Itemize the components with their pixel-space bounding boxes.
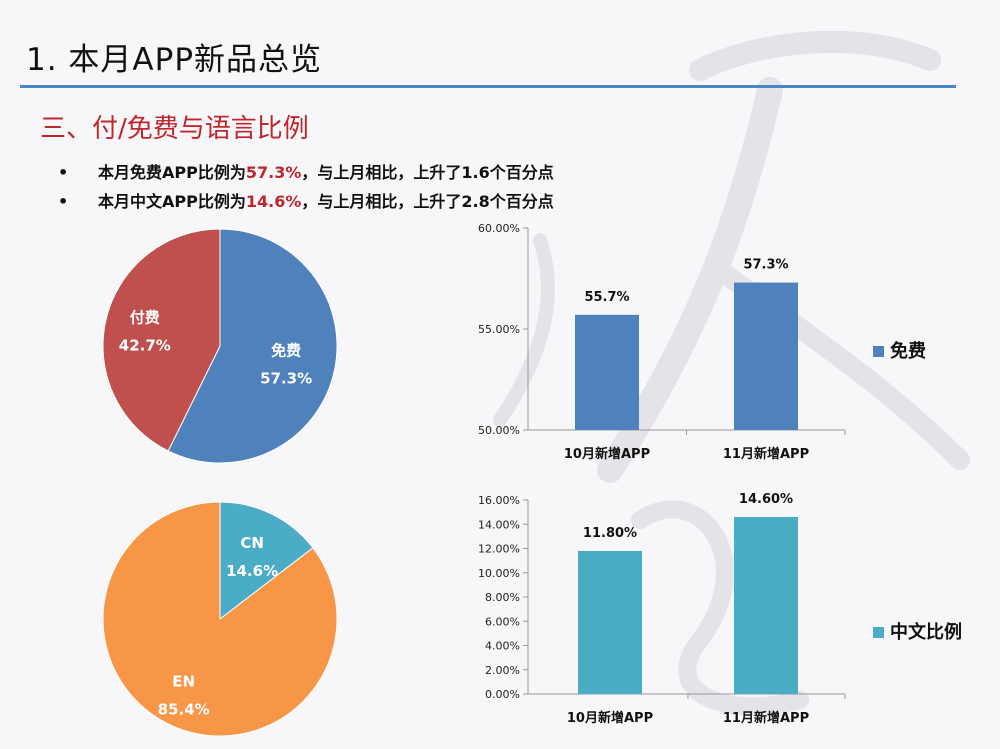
pie-slice-label: 免费 [271,341,301,359]
bar [575,314,639,430]
bullet-highlight: 14.6% [245,192,302,211]
bar-data-label: 11.80% [583,526,637,541]
bar-data-label: 57.3% [743,258,788,273]
y-tick-label: 4.00% [485,640,520,653]
bullet-text: ，与上月相比，上升了2.8个百分点 [301,192,554,211]
y-tick-label: 12.00% [478,543,520,556]
legend-label: 中文比例 [890,621,962,643]
pie-slice-label: 付费 [130,308,160,326]
y-tick-label: 16.00% [478,494,520,507]
pie-slice-1 [102,501,338,737]
bullet-list: • 本月免费APP比例为57.3%，与上月相比，上升了1.6个百分点 • 本月中文A… [58,158,554,216]
language-ratio-bar-chart: 0.00% 2.00% 4.00% 6.00% 8.00% 10.00% 12.00% 14.… [478,492,962,726]
x-tick-label: 11月新增APP [723,710,809,726]
legend-swatch [873,627,884,638]
bullet-cn-ratio: • 本月中文APP比例为14.6%，与上月相比，上升了2.8个百分点 [58,187,554,216]
y-tick-label: 0.00% [485,688,520,701]
free-ratio-bar-chart: 50.00% 55.00% 60.00% 55.7% 10月新增APP 57.3% 11月新… [478,222,926,462]
language-pie-chart: CN 14.6% EN 85.4% [102,501,338,737]
x-tick-label: 10月新增APP [567,710,653,726]
bar [578,550,642,694]
pie-slice-label: CN [240,534,264,552]
bullet-highlight: 57.3% [245,163,302,182]
y-tick-label: 8.00% [485,591,520,604]
pie-slice-value: 42.7% [119,336,171,354]
bullet-marker: • [58,192,69,211]
pie-slice-value: 14.6% [226,562,278,580]
y-tick-label: 14.00% [478,518,520,531]
x-tick-label: 10月新增APP [564,446,650,462]
title-rule [20,85,956,88]
legend-label: 免费 [890,340,926,362]
y-tick-label: 6.00% [485,615,520,628]
bullet-free-ratio: • 本月免费APP比例为57.3%，与上月相比，上升了1.6个百分点 [58,158,554,187]
y-tick-label: 10.00% [478,567,520,580]
y-tick-label: 50.00% [478,424,520,437]
bullet-text: ，与上月相比，上升了1.6个百分点 [301,163,554,182]
bar [734,516,798,694]
pie-slice-label: EN [172,672,195,690]
bar [734,282,798,430]
pie-slice-value: 85.4% [158,700,210,718]
bullet-text: 本月中文APP比例为 [98,192,246,211]
bar-data-label: 14.60% [739,492,793,507]
y-tick-label: 60.00% [478,222,520,235]
x-tick-label: 11月新增APP [723,446,809,462]
bar-data-label: 55.7% [584,290,629,305]
pie-slice-1 [102,228,221,452]
pie-slice-0 [219,501,314,621]
legend-swatch [873,346,884,357]
y-tick-label: 2.00% [485,664,520,677]
free-paid-pie-chart: 免费 57.3% 付费 42.7% [102,228,338,464]
y-tick-label: 55.00% [478,323,520,336]
page-title: 1. 本月APP新品总览 [26,42,323,78]
pie-slice-0 [167,228,338,464]
pie-slice-value: 57.3% [260,369,312,387]
bullet-text: 本月免费APP比例为 [98,163,246,182]
bullet-marker: • [58,163,69,182]
section-heading: 三、付/免费与语言比例 [40,114,309,144]
